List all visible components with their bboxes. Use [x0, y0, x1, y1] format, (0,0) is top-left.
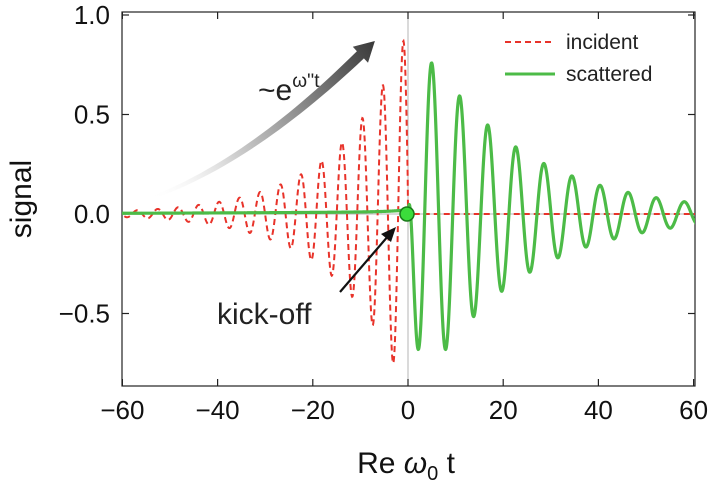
series-scattered-line	[122, 61, 695, 352]
x-tick-label: 60	[679, 395, 708, 425]
y-tick-label: −0.5	[59, 299, 110, 329]
legend-scattered-label: scattered	[566, 63, 652, 86]
legend: incident scattered	[505, 31, 652, 86]
growth-label-main: ~e	[258, 74, 292, 107]
y-axis-ticks: −0.5 0.0 0.5 1.0	[59, 0, 695, 329]
x-tick-label: −40	[196, 395, 240, 425]
x-tick-label: 40	[584, 395, 613, 425]
x-tick-label: −60	[100, 395, 144, 425]
y-tick-label: 0.0	[74, 199, 110, 229]
series-incident-line	[122, 38, 695, 365]
x-tick-label: 0	[401, 395, 415, 425]
y-tick-label: 0.5	[74, 100, 110, 130]
y-axis-title: signal	[5, 160, 38, 238]
kickoff-label: kick-off	[217, 298, 312, 331]
x-tick-label: 20	[489, 395, 518, 425]
x-axis-title-prefix: Re	[357, 447, 404, 480]
y-tick-label: 1.0	[74, 0, 110, 30]
x-tick-label: −20	[291, 395, 335, 425]
growth-label-superscript: ω''t	[292, 71, 320, 92]
x-axis-title-symbol: ω	[404, 447, 427, 480]
x-axis-ticks: −60 −40 −20 0 20 40 60	[100, 12, 708, 425]
x-axis-title: Re ω0 t	[357, 447, 456, 484]
x-axis-title-subscript: 0	[427, 463, 438, 484]
growth-label: ~eω''t	[258, 71, 320, 107]
kickoff-marker	[399, 206, 415, 222]
kickoff-arrow	[339, 227, 396, 293]
growth-arrow	[84, 41, 375, 213]
growth-arrow-body	[84, 41, 375, 213]
x-axis-title-suffix: t	[438, 447, 455, 480]
legend-incident-label: incident	[566, 31, 639, 54]
